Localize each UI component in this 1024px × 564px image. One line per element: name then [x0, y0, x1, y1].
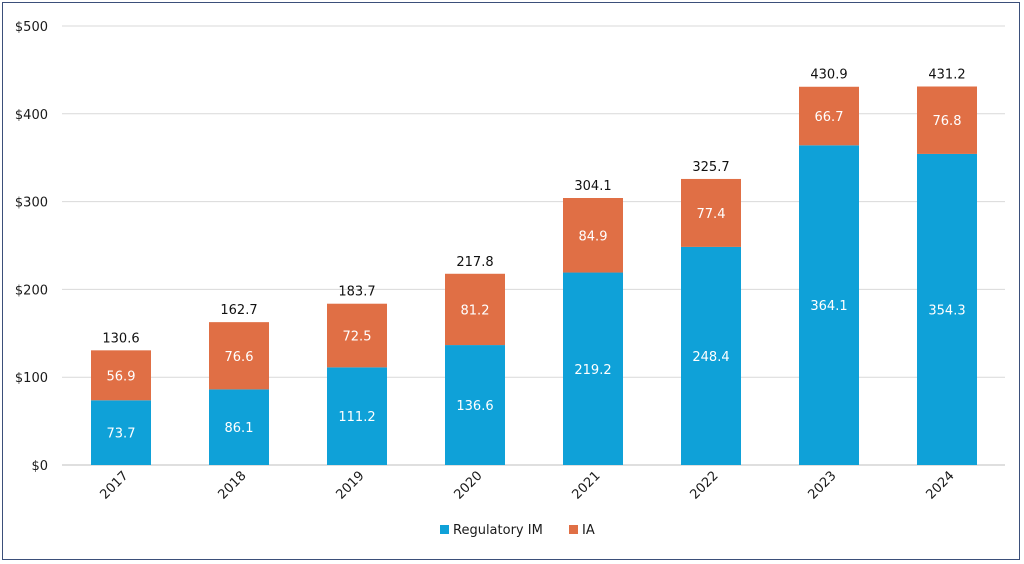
bar-segment-ia: [445, 273, 505, 346]
y-tick-label: $100: [15, 371, 48, 386]
bar-segment-ia: [209, 322, 269, 390]
x-tick-label: 2018: [216, 469, 250, 503]
bar-segment-ia: [799, 86, 859, 146]
bar-segment-regulatory-im: [563, 272, 623, 465]
y-tick-label: $400: [15, 108, 48, 123]
bar-segment-regulatory-im: [681, 246, 741, 465]
gridlines: [62, 25, 1005, 466]
data-label: 219.2: [574, 363, 611, 378]
data-label: 73.7: [107, 427, 136, 442]
legend: Regulatory IM IA: [440, 523, 595, 538]
total-label: 304.1: [574, 179, 611, 194]
data-label: 76.8: [933, 114, 962, 129]
y-axis-ticks: $0 $100 $200 $300 $400 $500: [15, 20, 48, 474]
total-label: 217.8: [456, 255, 493, 270]
bar-segment-regulatory-im: [445, 345, 505, 465]
bars: 73.7 56.9 130.6 86.1 76.6 162.7 111.2 72.5 183.7…: [91, 67, 977, 466]
legend-label-ia: IA: [582, 523, 595, 538]
y-tick-label: $500: [15, 20, 48, 35]
data-label: 77.4: [697, 207, 726, 222]
y-tick-label: $0: [31, 459, 48, 474]
x-tick-label: 2023: [806, 469, 840, 503]
data-label: 86.1: [225, 421, 254, 436]
y-tick-label: $200: [15, 283, 48, 298]
x-tick-label: 2017: [98, 469, 132, 503]
legend-swatch-regulatory-im: [440, 525, 449, 534]
x-tick-label: 2019: [334, 469, 368, 503]
x-tick-label: 2021: [570, 469, 604, 503]
data-label: 72.5: [343, 330, 372, 345]
bar-segment-ia: [917, 86, 977, 154]
bar-segment-ia: [327, 303, 387, 368]
data-label: 56.9: [107, 369, 136, 384]
total-label: 162.7: [220, 303, 257, 318]
bar-segment-regulatory-im: [799, 145, 859, 466]
bar-segment-ia: [91, 350, 151, 401]
bar-segment-regulatory-im: [209, 389, 269, 465]
legend-label-regulatory-im: Regulatory IM: [453, 523, 543, 538]
data-label: 84.9: [579, 229, 608, 244]
total-label: 183.7: [338, 285, 375, 300]
data-label: 111.2: [338, 410, 375, 425]
total-label: 431.2: [928, 67, 965, 82]
data-label: 66.7: [815, 110, 844, 125]
legend-swatch-ia: [569, 525, 578, 534]
data-label: 76.6: [225, 350, 254, 365]
data-label: 354.3: [928, 303, 965, 318]
x-axis-ticks: 2017 2018 2019 2020 2021 2022 2023 2024: [98, 469, 958, 503]
x-tick-label: 2024: [924, 469, 958, 503]
bar-segment-regulatory-im: [91, 400, 151, 465]
data-label: 364.1: [810, 299, 847, 314]
data-label: 81.2: [461, 303, 490, 318]
total-label: 130.6: [102, 331, 139, 346]
x-tick-label: 2022: [688, 469, 722, 503]
total-label: 430.9: [810, 68, 847, 83]
y-tick-label: $300: [15, 196, 48, 211]
total-label: 325.7: [692, 160, 729, 175]
bar-segment-regulatory-im: [917, 153, 977, 465]
data-label: 248.4: [692, 350, 729, 365]
bar-segment-ia: [563, 198, 623, 273]
data-label: 136.6: [456, 399, 493, 414]
bar-segment-regulatory-im: [327, 367, 387, 465]
x-tick-label: 2020: [452, 469, 486, 503]
bar-segment-ia: [681, 178, 741, 247]
